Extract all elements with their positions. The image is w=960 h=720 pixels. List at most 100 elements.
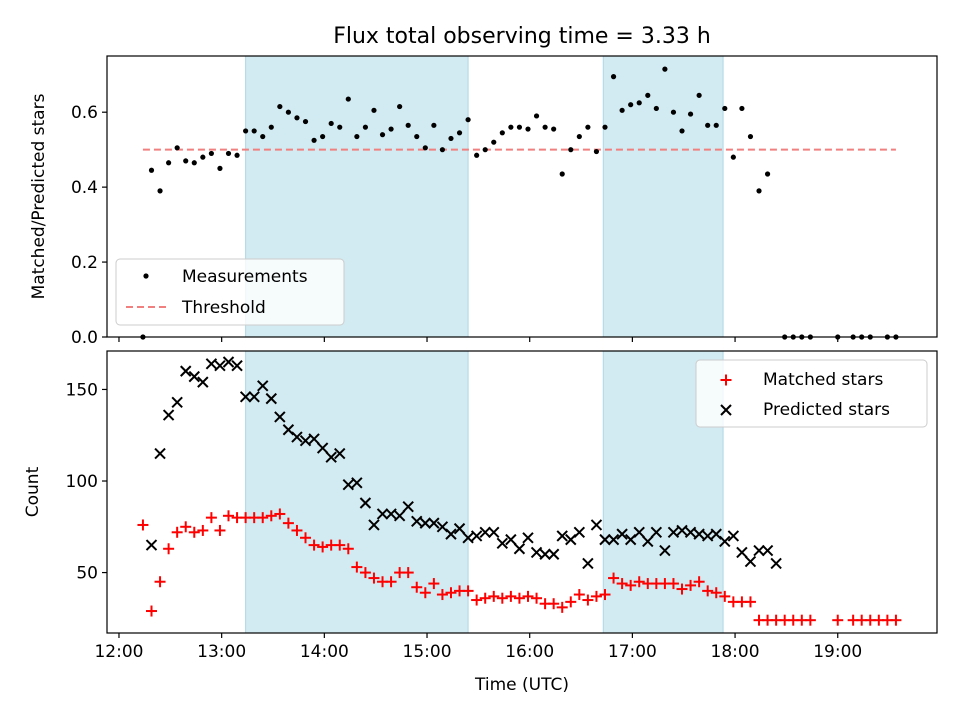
matched-star-point xyxy=(471,594,483,606)
measurement-point xyxy=(456,130,463,136)
y-tick-label: 0.4 xyxy=(71,178,98,198)
predicted-star-point xyxy=(359,497,372,509)
matched-star-point xyxy=(804,614,816,626)
measurement-point xyxy=(414,133,420,140)
measurement-point xyxy=(670,109,677,115)
matched-star-point xyxy=(197,524,209,536)
y-axis-label: Matched/Predicted stars xyxy=(29,93,49,299)
predicted-star-point xyxy=(265,392,277,405)
predicted-star-point xyxy=(428,517,440,529)
predicted-star-point xyxy=(753,544,765,557)
predicted-star-point xyxy=(667,526,680,538)
x-tick-label: 13:00 xyxy=(197,642,246,662)
predicted-star-point xyxy=(334,447,346,460)
panel-ratio: 0.0 0.2 0.4 0.6 Matched/Predicted stars Measu… xyxy=(29,55,938,348)
matched-star-point xyxy=(565,596,577,608)
measurement-point xyxy=(448,135,454,142)
measurement-point xyxy=(679,128,685,134)
y-tick-label: 0.6 xyxy=(71,103,98,123)
legend-matched-label: Matched stars xyxy=(763,370,883,390)
measurement-point xyxy=(439,147,446,153)
matched-star-point xyxy=(428,578,440,590)
predicted-star-point xyxy=(547,548,560,560)
predicted-star-point xyxy=(411,515,423,528)
predicted-star-point xyxy=(145,539,158,551)
predicted-star-point xyxy=(257,380,269,392)
matched-star-point xyxy=(590,590,602,602)
axes-frame xyxy=(106,55,938,338)
predicted-star-point xyxy=(539,548,551,560)
predicted-star-point xyxy=(599,533,611,546)
matched-star-point xyxy=(436,589,448,601)
measurement-point xyxy=(431,122,437,128)
predicted-star-point xyxy=(582,557,594,570)
measurement-point xyxy=(234,152,240,158)
predicted-star-point xyxy=(445,528,457,540)
matched-star-point xyxy=(359,567,371,579)
predicted-star-point xyxy=(239,391,252,403)
predicted-star-point xyxy=(462,532,474,544)
predicted-star-point xyxy=(556,530,568,542)
x-tick-label: 17:00 xyxy=(608,642,657,662)
measurement-point xyxy=(191,160,197,166)
predicted-star-point xyxy=(308,433,320,445)
predicted-star-point xyxy=(197,376,209,388)
matched-star-point xyxy=(137,519,149,531)
measurement-point xyxy=(379,132,386,138)
measurement-point xyxy=(422,145,428,151)
y-tick-label: 50 xyxy=(76,564,98,584)
predicted-star-point xyxy=(214,359,226,372)
legend-measurements-label: Measurements xyxy=(182,267,308,287)
measurement-point xyxy=(756,188,762,194)
predicted-star-point xyxy=(385,508,397,520)
predicted-star-point xyxy=(368,519,380,531)
shaded-interval xyxy=(602,55,724,338)
predicted-star-point xyxy=(701,530,714,542)
predicted-star-point xyxy=(693,528,705,540)
measurement-point xyxy=(200,154,206,160)
measurement-point xyxy=(465,117,471,123)
measurement-point xyxy=(628,102,634,108)
legend-predicted-marker xyxy=(720,404,732,416)
measurement-point xyxy=(251,128,257,134)
predicted-star-point xyxy=(727,530,740,542)
measurement-point xyxy=(474,152,480,158)
matched-star-point xyxy=(513,592,525,604)
predicted-star-point xyxy=(205,358,218,370)
measurement-point xyxy=(585,124,591,130)
matched-star-point xyxy=(479,592,491,604)
predicted-star-point xyxy=(325,451,337,463)
measurement-point xyxy=(166,160,172,166)
predicted-star-point xyxy=(171,396,183,408)
measurement-point xyxy=(243,128,249,134)
measurement-point xyxy=(602,124,608,130)
matched-star-point xyxy=(274,508,286,520)
measurement-point xyxy=(337,124,343,130)
matched-star-point xyxy=(488,590,500,602)
matched-star-point xyxy=(505,590,517,602)
measurement-point xyxy=(405,122,411,128)
matched-star-point xyxy=(685,579,697,591)
x-tick-label: 15:00 xyxy=(403,642,452,662)
predicted-star-point xyxy=(496,537,509,549)
matched-star-point xyxy=(188,526,200,538)
matched-star-point xyxy=(667,578,679,590)
predicted-star-point xyxy=(162,409,175,421)
matched-star-point xyxy=(608,572,620,584)
measurement-point xyxy=(516,124,523,130)
predicted-star-point xyxy=(231,359,243,372)
matched-star-point xyxy=(402,567,414,579)
measurement-point xyxy=(713,122,719,128)
axes-frame xyxy=(106,350,938,634)
legend: Matched stars Predicted stars xyxy=(695,359,928,428)
measurement-point xyxy=(696,92,702,98)
measurement-point xyxy=(311,137,317,143)
predicted-star-point xyxy=(650,526,663,538)
measurement-point xyxy=(542,124,548,130)
matched-star-point xyxy=(573,589,585,601)
predicted-star-point xyxy=(744,555,757,568)
predicted-star-point xyxy=(770,557,782,570)
legend-threshold-label: Threshold xyxy=(181,298,266,318)
measurement-point xyxy=(764,171,771,177)
y-tick-label: 0.0 xyxy=(71,328,98,348)
